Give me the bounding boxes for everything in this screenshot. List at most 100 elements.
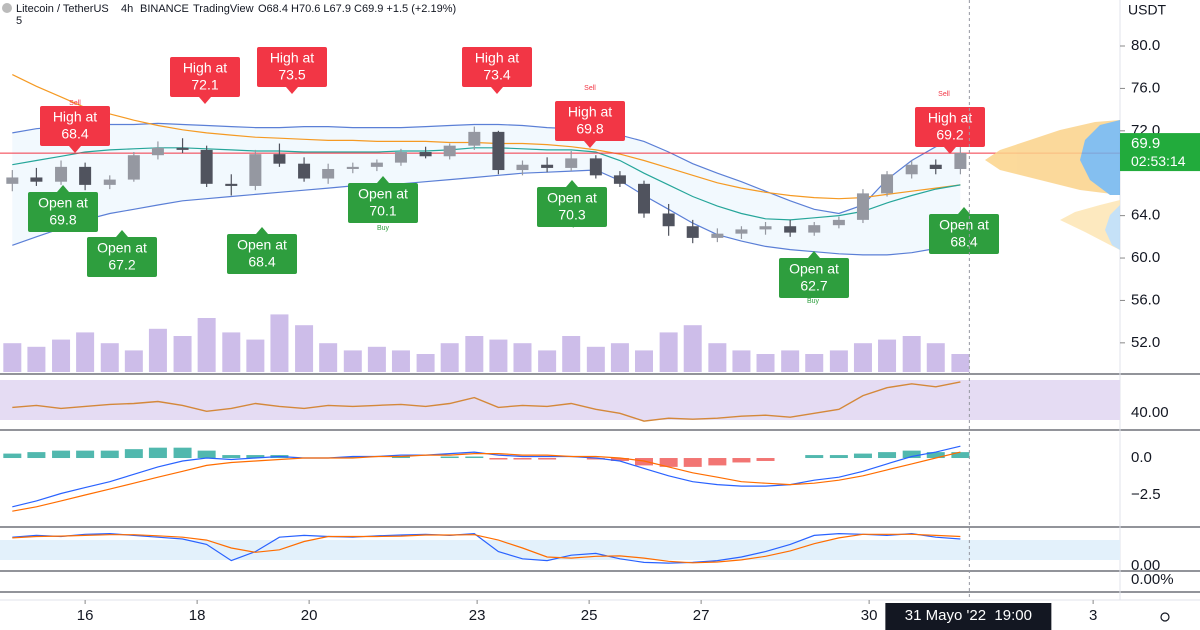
volume-bar [878,339,897,372]
volume-bar [440,343,459,372]
callout-value: 68.4 [61,126,88,142]
callout-value: 62.7 [800,278,827,294]
macd-histogram-bar [197,450,216,459]
volume-bar [76,332,95,372]
callout-pointer [116,230,128,237]
callout-text: High at [928,110,972,126]
callout-pointer [69,146,81,153]
callout-pointer [377,176,389,183]
volume-bar [246,339,265,372]
candle-body [419,152,432,157]
y-tick-label: 0.0 [1131,449,1152,466]
callout-value: 73.5 [278,67,305,83]
volume-bar [124,350,143,372]
volume-bar [805,354,824,372]
interval: 4h [121,3,133,15]
header: Litecoin / TetherUS 4h BINANCE TradingVi… [2,3,456,27]
y-tick-label: 76.0 [1131,79,1160,96]
signal-label: Buy [807,298,820,305]
callout-text: High at [475,50,519,66]
volume-bar [513,343,532,372]
macd-histogram-bar [440,456,459,459]
candle-body [370,162,383,167]
callout-value: 72.1 [191,77,218,93]
signal-label: Buy [377,225,390,232]
volume-bar [489,339,508,372]
crosshair-box [885,603,1052,630]
candle-body [638,183,650,214]
callout-pointer [958,207,970,214]
volume-bar [781,350,800,372]
callout-box [28,192,98,232]
y-tick-label: −2.5 [1131,486,1161,503]
volume-bar [148,328,167,372]
rsi-band [0,380,1120,420]
gear[interactable] [1160,612,1170,622]
callout-value: 70.1 [369,203,396,219]
callout-value: 68.4 [248,254,275,270]
signal-label: Sell [938,91,950,98]
callout-text: Open at [939,217,989,233]
macd-histogram-bar [708,458,727,466]
rsi-line [12,381,961,422]
candle-body [784,226,797,233]
callout-text: Open at [547,190,597,206]
callout-box [227,234,297,274]
volume-bar [343,350,362,372]
callout-text: High at [270,50,314,66]
y-tick-label: 0.00% [1131,571,1174,588]
last-price-label: 69.9 [1131,135,1160,152]
volume-bar [610,343,629,372]
macd-histogram-bar [635,458,653,466]
x-tick-label: 30 [861,607,878,624]
volume-bar [586,346,605,372]
callout-box [779,258,849,298]
macd-histogram-bar [853,453,872,459]
candle-body [929,164,942,169]
x-tick-label: 18 [189,607,206,624]
stoch-d [12,533,961,564]
volume-bar [708,343,727,372]
x-tick-label: 23 [469,607,486,624]
volume-bar [902,336,921,372]
macd-histogram-bar [3,453,22,459]
signal-label: Buy [564,221,577,228]
macd-histogram-bar [222,455,241,459]
candle-body [200,149,213,184]
x-tick-label: 16 [77,607,94,624]
volume-bar [538,350,557,372]
y-tick-label: 40.00 [1131,404,1169,421]
candle-body [443,145,456,157]
callout-text: Open at [237,237,287,253]
volume-bar [416,354,435,372]
callout-pointer [808,251,820,258]
macd-histogram-bar [805,455,824,459]
callout-box [348,183,418,223]
settings-icon[interactable] [1160,612,1170,622]
profile-area [1060,200,1120,250]
candle-body [79,166,92,185]
macd-histogram-bar [124,449,143,459]
volume-bar [562,336,581,372]
callout-value: 67.2 [108,257,135,273]
candle-body [249,154,262,186]
macd-histogram-bar [27,452,46,459]
volume-bar [391,350,410,372]
volume-bar [270,314,289,372]
candle-body [905,164,918,175]
callout-pointer [199,97,211,104]
candle-body [589,158,602,176]
candle-body [298,163,311,179]
candle-body [808,225,821,233]
candle-body [735,229,748,234]
volume-bar [756,354,775,372]
macd-histogram-bar [878,452,897,459]
candle-body [30,177,43,182]
overlay-line [12,74,961,200]
signal-label: Sell [584,85,596,92]
callout-box [40,106,110,146]
profile-area [1080,120,1120,195]
callout-text: High at [183,60,227,76]
brand: TradingView [193,3,254,15]
